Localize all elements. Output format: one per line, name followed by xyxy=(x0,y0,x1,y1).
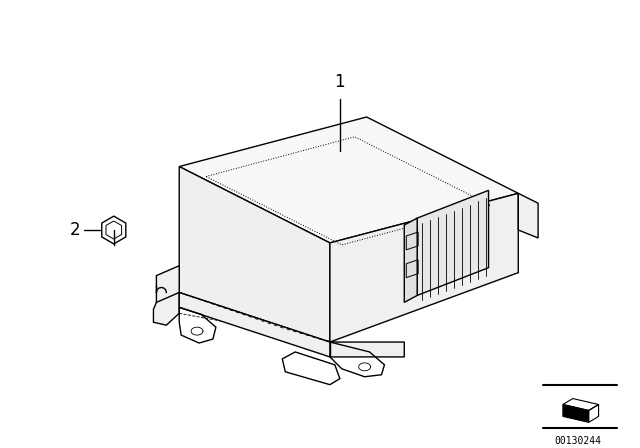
Polygon shape xyxy=(404,218,417,302)
Polygon shape xyxy=(154,293,179,325)
Polygon shape xyxy=(330,194,518,342)
Polygon shape xyxy=(156,266,179,306)
Polygon shape xyxy=(179,117,518,243)
Polygon shape xyxy=(518,194,538,238)
Text: 1: 1 xyxy=(335,73,345,91)
Polygon shape xyxy=(563,405,589,422)
Polygon shape xyxy=(417,190,488,295)
Text: 2: 2 xyxy=(70,221,80,239)
Text: 00130244: 00130244 xyxy=(554,436,601,446)
Polygon shape xyxy=(179,293,404,357)
Polygon shape xyxy=(179,167,330,342)
Polygon shape xyxy=(102,216,126,244)
